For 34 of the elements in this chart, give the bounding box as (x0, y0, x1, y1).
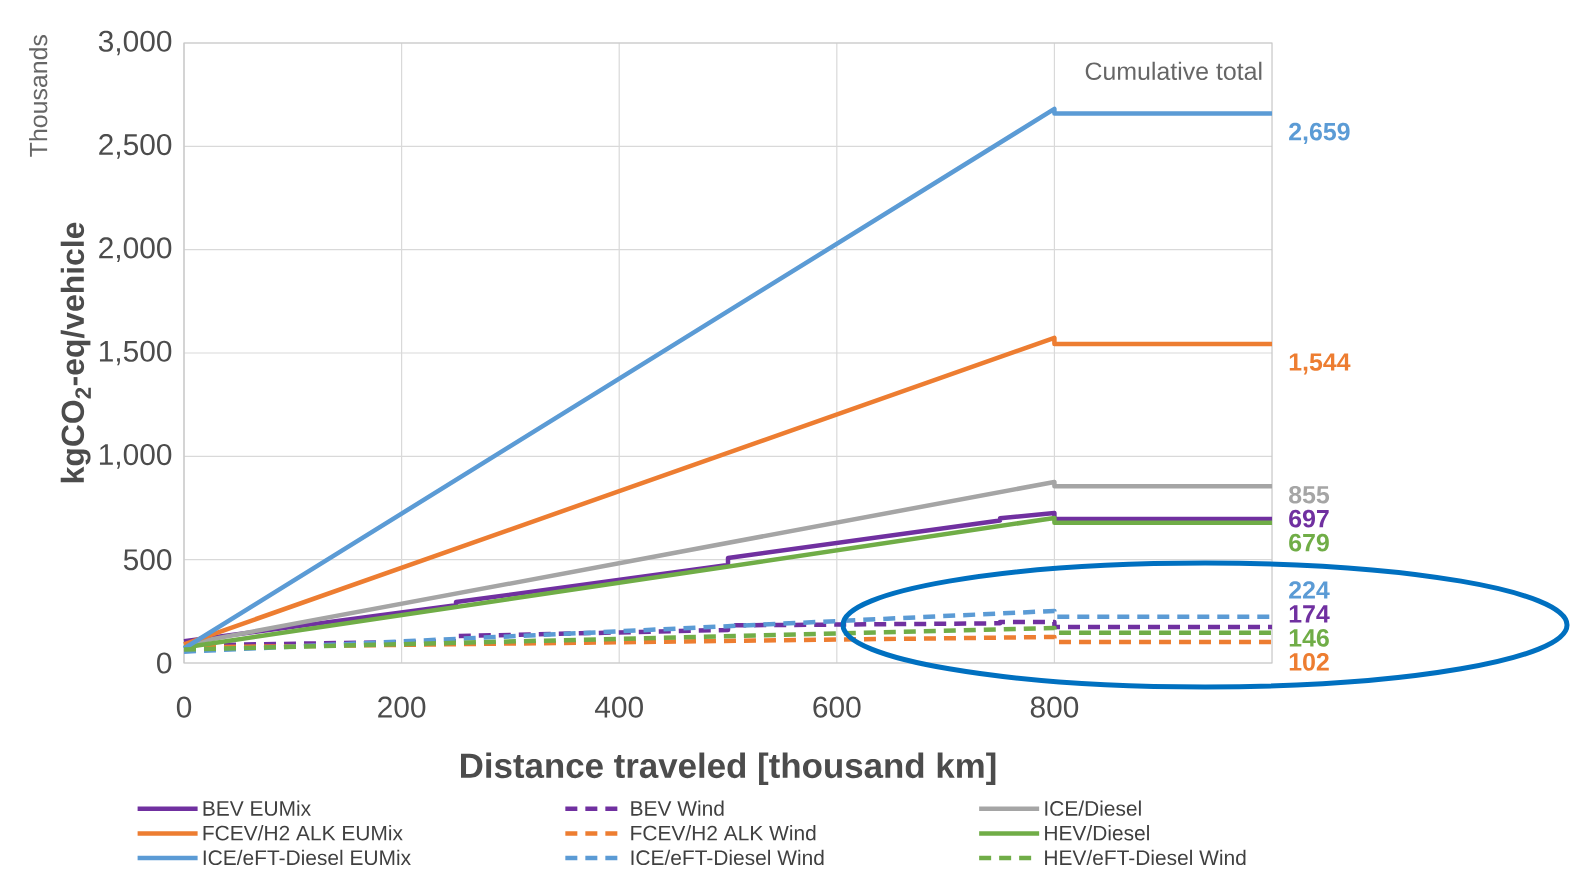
legend-label: BEV Wind (631, 800, 724, 816)
y-axis-title: kgCO$_{2}$-eq/vehicle (60, 222, 91, 483)
legend-label: ICE/Diesel (1045, 800, 1141, 816)
y-tick-label: 500 (123, 549, 172, 571)
data-label: 2,659 (1289, 122, 1350, 145)
y-tick-label: 1,000 (99, 443, 172, 469)
x-tick-label: 600 (813, 696, 861, 718)
legend-label: ICE/eFT-Diesel Wind (631, 849, 824, 866)
y-tick-label: 3,000 (98, 30, 172, 56)
y-tick-label: 1,500 (99, 340, 172, 366)
data-label: 855 (1289, 485, 1330, 504)
x-tick-label: 400 (594, 696, 643, 718)
annotation: Cumulative total (1085, 61, 1262, 81)
data-label: 1,544 (1289, 353, 1351, 375)
legend-label: FCEV/H2 ALK Wind (631, 825, 816, 841)
x-tick-label: 0 (176, 696, 192, 718)
legend-label: HEV/Diesel (1045, 825, 1149, 841)
x-tick-label: 800 (1030, 696, 1079, 718)
y-tick-label: 2,500 (99, 133, 172, 159)
legend-label: HEV/eFT-Diesel Wind (1045, 849, 1246, 866)
data-label: 697 (1289, 509, 1329, 528)
data-label: 679 (1289, 533, 1329, 552)
x-axis-title: Distance traveled [thousand km] (461, 752, 996, 786)
legend-label: BEV EUMix (203, 800, 311, 816)
data-label: 146 (1289, 629, 1329, 647)
data-label: 102 (1289, 653, 1329, 671)
y-tick-label: 0 (157, 652, 172, 674)
text: Thousands (29, 35, 48, 157)
legend-label: FCEV/H2 ALK EUMix (203, 825, 403, 841)
data-label: 224 (1289, 581, 1330, 599)
y-tick-label: 2,000 (99, 237, 172, 263)
data-label: 174 (1289, 605, 1330, 623)
x-tick-label: 200 (378, 696, 426, 718)
legend-label: ICE/eFT-Diesel EUMix (203, 849, 411, 866)
